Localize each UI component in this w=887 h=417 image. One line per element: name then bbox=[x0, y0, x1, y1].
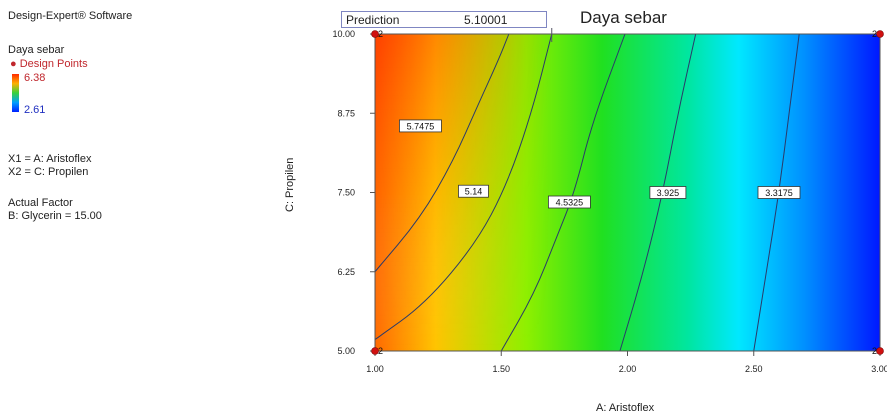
x-tick-label: 2.00 bbox=[619, 364, 637, 374]
factor-x1: X1 = A: Aristoflex bbox=[8, 153, 92, 165]
contour-line bbox=[500, 33, 626, 352]
design-point-count: 2 bbox=[378, 346, 383, 356]
design-point-count: 2 bbox=[872, 29, 877, 39]
y-tick-label: 7.50 bbox=[337, 188, 355, 198]
contour-label: 5.7475 bbox=[407, 121, 435, 131]
design-points-label: Design Points bbox=[19, 58, 88, 70]
y-tick-label: 6.25 bbox=[337, 267, 355, 277]
contour-line bbox=[374, 33, 510, 273]
contour-line bbox=[753, 33, 800, 352]
chart-title: Daya sebar bbox=[580, 8, 667, 27]
x-axis-label: A: Aristoflex bbox=[596, 402, 655, 414]
design-point bbox=[876, 30, 884, 38]
response-name: Daya sebar bbox=[8, 44, 65, 56]
contour-label: 3.925 bbox=[657, 188, 680, 198]
y-tick-label: 10.00 bbox=[332, 29, 355, 39]
prediction-label: Prediction bbox=[346, 13, 400, 27]
contour-label-box bbox=[548, 195, 591, 209]
contour-label-box bbox=[458, 184, 489, 198]
actual-factor-value: B: Glycerin = 15.00 bbox=[8, 210, 102, 222]
design-point-count: 2 bbox=[872, 346, 877, 356]
y-tick-label: 8.75 bbox=[337, 108, 355, 118]
plot-warm-overlay bbox=[375, 34, 880, 351]
contour-label: 4.5325 bbox=[556, 198, 584, 208]
actual-factor-heading: Actual Factor bbox=[8, 197, 73, 209]
contour-label-box bbox=[399, 119, 442, 133]
color-high-value: 6.38 bbox=[24, 72, 46, 84]
design-point bbox=[371, 347, 379, 355]
design-point-count: 2 bbox=[378, 29, 383, 39]
color-ramp bbox=[12, 74, 19, 112]
x-tick-label: 2.50 bbox=[745, 364, 763, 374]
software-label: Design-Expert® Software bbox=[8, 10, 133, 22]
contour-label: 5.14 bbox=[465, 187, 483, 197]
x-tick-label: 3.00 bbox=[871, 364, 887, 374]
contour-label-box bbox=[649, 186, 687, 199]
design-point bbox=[371, 30, 379, 38]
design-points-legend: ● Design Points bbox=[10, 58, 88, 71]
prediction-box[interactable]: Prediction 5.10001 bbox=[341, 11, 547, 28]
contour-label: 3.3175 bbox=[765, 188, 793, 198]
y-tick-label: 5.00 bbox=[337, 346, 355, 356]
x-tick-label: 1.00 bbox=[366, 364, 384, 374]
color-low-value: 2.61 bbox=[24, 104, 46, 116]
factor-x2: X2 = C: Propilen bbox=[8, 166, 89, 178]
design-point bbox=[876, 347, 884, 355]
x-tick-label: 1.50 bbox=[492, 364, 510, 374]
contour-label-box bbox=[757, 186, 801, 199]
info-panel: Design-Expert® Software bbox=[8, 10, 132, 23]
prediction-value: 5.10001 bbox=[464, 13, 508, 27]
contour-line bbox=[374, 33, 553, 340]
contour-line bbox=[619, 33, 697, 352]
design-point-icon: ● bbox=[10, 58, 17, 70]
